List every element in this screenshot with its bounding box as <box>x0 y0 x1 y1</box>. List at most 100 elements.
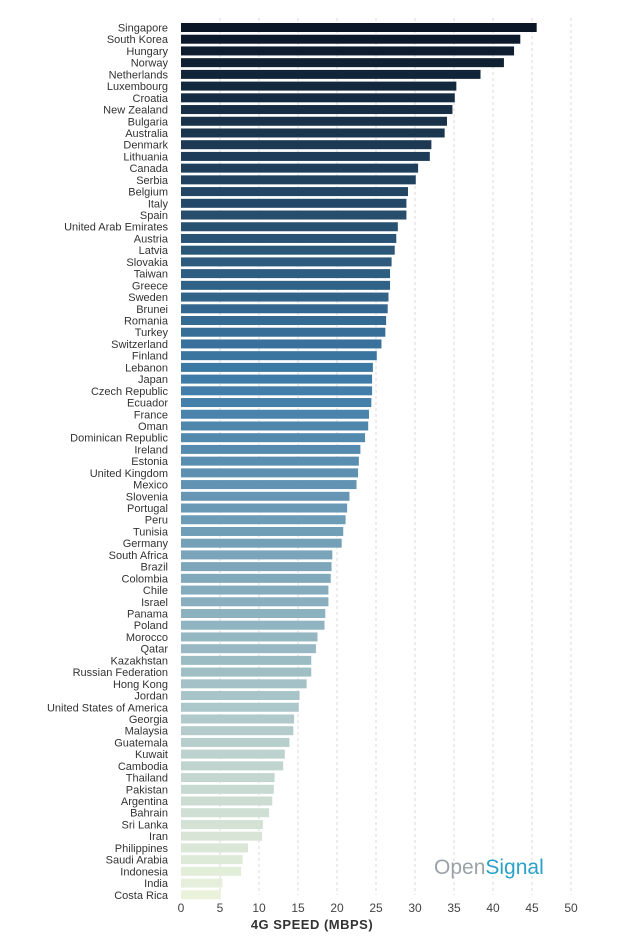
bar <box>181 878 223 888</box>
category-label: Finland <box>132 351 168 363</box>
bar <box>181 175 416 185</box>
bar <box>181 433 366 443</box>
x-tick-layer: 0 5 10 15 20 25 30 35 40 45 50 <box>178 901 578 915</box>
bar <box>181 644 316 654</box>
category-label: Germany <box>123 538 169 550</box>
category-label: Norway <box>131 58 169 70</box>
logo-text-signal: Signal <box>485 856 543 879</box>
category-label: Hungary <box>126 46 168 58</box>
bar <box>181 761 284 771</box>
category-label: Pakistan <box>126 784 168 796</box>
x-tick-label: 25 <box>369 901 383 915</box>
category-label: Romania <box>124 316 169 328</box>
bar <box>181 726 294 736</box>
category-label: Australia <box>125 128 169 140</box>
bar <box>181 667 312 677</box>
bar-layer <box>181 23 537 900</box>
category-label: Croatia <box>133 93 169 105</box>
bar <box>181 198 407 208</box>
bar <box>181 140 432 150</box>
bar <box>181 503 348 513</box>
bar <box>181 233 397 243</box>
category-label: Hong Kong <box>113 679 168 691</box>
category-label: Turkey <box>135 327 169 339</box>
bar <box>181 866 242 876</box>
bar <box>181 843 249 853</box>
category-label: Cambodia <box>118 761 169 773</box>
category-label: Kazakhstan <box>111 655 168 667</box>
category-label: Luxembourg <box>107 81 168 93</box>
bar <box>181 210 407 220</box>
bar <box>181 468 359 478</box>
bar <box>181 58 504 68</box>
bar <box>181 773 275 783</box>
category-label: Russian Federation <box>73 667 168 679</box>
category-label: United Kingdom <box>90 468 168 480</box>
bar <box>181 855 243 865</box>
category-label: Argentina <box>121 796 169 808</box>
category-label: Morocco <box>126 632 168 644</box>
bar <box>181 245 395 255</box>
bar <box>181 796 273 806</box>
bar <box>181 316 387 325</box>
category-label: Latvia <box>139 245 169 257</box>
category-label: Chile <box>143 585 168 597</box>
category-label: Portugal <box>127 503 168 515</box>
category-label: Canada <box>129 163 168 175</box>
bar <box>181 163 419 173</box>
category-label: Spain <box>140 210 168 222</box>
category-label: Lebanon <box>125 362 168 374</box>
category-label: Mexico <box>133 480 168 492</box>
x-tick-label: 40 <box>486 901 500 915</box>
bar <box>181 655 312 665</box>
category-label: Indonesia <box>120 866 169 878</box>
category-label: Belgium <box>128 187 168 199</box>
x-tick-label: 10 <box>252 901 266 915</box>
category-label: Dominican Republic <box>70 433 168 445</box>
bar <box>181 327 386 337</box>
bar <box>181 737 290 747</box>
bar <box>181 304 388 314</box>
category-label: India <box>144 878 169 890</box>
category-label: Peru <box>145 515 168 527</box>
bar <box>181 585 329 595</box>
bar <box>181 749 285 759</box>
bar <box>181 351 377 361</box>
bar <box>181 187 408 197</box>
category-label: Malaysia <box>125 726 169 738</box>
bar <box>181 280 391 290</box>
category-label: Tunisia <box>133 526 169 538</box>
category-label: Thailand <box>126 773 168 785</box>
bar <box>181 480 357 490</box>
category-label: Iran <box>149 831 168 843</box>
x-tick-label: 20 <box>330 901 344 915</box>
bar <box>181 609 326 618</box>
category-label: Kuwait <box>135 749 168 761</box>
bar <box>181 573 331 583</box>
category-label: Guatemala <box>114 737 169 749</box>
category-label: Brazil <box>140 562 168 574</box>
bar <box>181 444 361 454</box>
bar <box>181 105 453 115</box>
opensignal-logo: OpenSignal <box>434 856 544 879</box>
category-label: Brunei <box>136 304 168 316</box>
x-tick-label: 35 <box>447 901 461 915</box>
x-tick-label: 15 <box>291 901 305 915</box>
category-label: Denmark <box>123 140 168 152</box>
bar <box>181 151 430 161</box>
bar <box>181 23 537 32</box>
x-axis-title: 4G SPEED (MBPS) <box>251 917 373 932</box>
category-label: Ecuador <box>127 398 168 410</box>
x-tick-label: 0 <box>178 901 185 915</box>
bar <box>181 714 295 724</box>
bar <box>181 81 457 91</box>
bar <box>181 386 373 396</box>
bar <box>181 702 299 712</box>
bar <box>181 409 369 419</box>
bar <box>181 679 307 689</box>
category-label: Singapore <box>118 23 168 35</box>
bar <box>181 550 333 560</box>
category-label: South Africa <box>109 550 169 562</box>
